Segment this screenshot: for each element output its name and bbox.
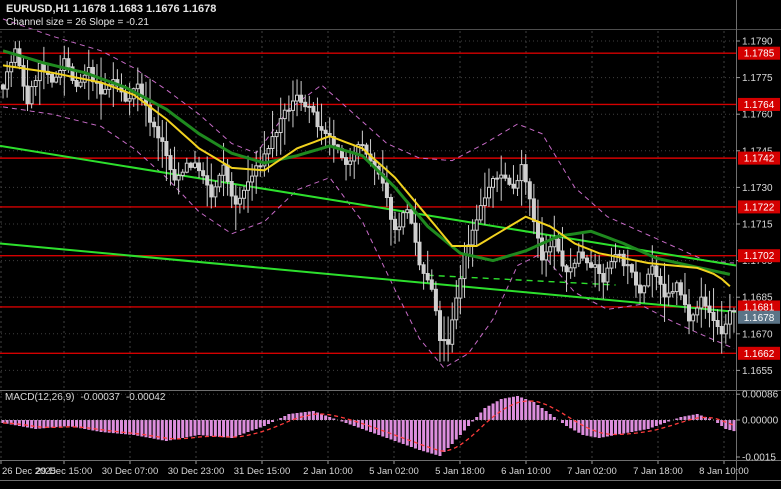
svg-text:1.1742: 1.1742 bbox=[744, 154, 775, 165]
time-axis-label: 31 Dec 15:00 bbox=[234, 466, 291, 477]
macd-scale-label: 0.00000 bbox=[742, 416, 779, 427]
price-scale-label: 1.1790 bbox=[742, 37, 773, 48]
svg-text:1.1681: 1.1681 bbox=[744, 302, 775, 313]
svg-text:1.1662: 1.1662 bbox=[744, 349, 775, 360]
time-axis-label: 2 Jan 10:00 bbox=[303, 466, 353, 477]
macd-scale: 0.00086 0.00000 -0.0015 bbox=[736, 390, 779, 464]
price-scale: 1.17901.17751.17601.17451.17301.17151.17… bbox=[736, 37, 780, 377]
level-price-badge bbox=[738, 151, 780, 165]
macd-scale-label: -0.0015 bbox=[742, 453, 776, 464]
macd-signal-value: -0.00042 bbox=[125, 392, 166, 403]
chart-symbol-ohlc: EURUSD,H1 1.1678 1.1683 1.1676 1.1678 bbox=[6, 3, 217, 15]
time-axis-label: 29 Dec 15:00 bbox=[36, 466, 93, 477]
channel-annotation: Channel size = 26 Slope = -0.21 bbox=[6, 17, 149, 28]
time-axis-label: 26 Dec 2025 bbox=[2, 466, 56, 477]
resistance-support-levels bbox=[0, 52, 736, 355]
price-scale-label: 1.1730 bbox=[742, 183, 773, 194]
level-price-badge bbox=[738, 46, 780, 60]
level-price-badge bbox=[738, 249, 780, 263]
time-axis-label: 6 Jan 10:00 bbox=[501, 466, 551, 477]
moving-averages bbox=[2, 49, 731, 287]
macd-panel bbox=[1, 396, 736, 456]
price-scale-label: 1.1715 bbox=[742, 220, 773, 231]
svg-text:1.1722: 1.1722 bbox=[744, 202, 775, 213]
current-price-badge bbox=[738, 310, 780, 324]
level-price-badge bbox=[738, 300, 780, 314]
level-price-badge bbox=[738, 200, 780, 214]
svg-text:1.1764: 1.1764 bbox=[744, 100, 775, 111]
volatility-bands bbox=[2, 18, 735, 369]
price-scale-label: 1.1655 bbox=[742, 366, 773, 377]
time-axis-label: 30 Dec 07:00 bbox=[102, 466, 159, 477]
level-price-badge bbox=[738, 97, 780, 111]
time-axis-label: 7 Jan 18:00 bbox=[633, 466, 683, 477]
macd-value: -0.00037 bbox=[80, 392, 120, 403]
time-axis-label: 5 Jan 18:00 bbox=[435, 466, 485, 477]
macd-indicator-label: MACD(12,26,9) -0.00037 -0.00042 bbox=[5, 392, 171, 403]
time-axis-label: 8 Jan 10:00 bbox=[699, 466, 749, 477]
trend-channel bbox=[0, 144, 737, 313]
price-scale-label: 1.1760 bbox=[742, 110, 773, 121]
macd-name: MACD(12,26,9) bbox=[5, 392, 75, 403]
time-axis-label: 30 Dec 23:00 bbox=[168, 466, 225, 477]
svg-text:1.1785: 1.1785 bbox=[744, 49, 775, 60]
macd-signal-line bbox=[2, 400, 735, 452]
svg-text:1.1702: 1.1702 bbox=[744, 251, 775, 262]
macd-scale-label: 0.00086 bbox=[742, 390, 779, 401]
price-scale-label: 1.1775 bbox=[742, 73, 773, 84]
svg-text:1.1678: 1.1678 bbox=[744, 313, 775, 324]
level-price-badge bbox=[738, 346, 780, 360]
time-axis-label: 7 Jan 02:00 bbox=[567, 466, 617, 477]
price-scale-label: 1.1670 bbox=[742, 329, 773, 340]
time-axis-label: 5 Jan 02:00 bbox=[369, 466, 419, 477]
price-scale-label: 1.1685 bbox=[742, 293, 773, 304]
